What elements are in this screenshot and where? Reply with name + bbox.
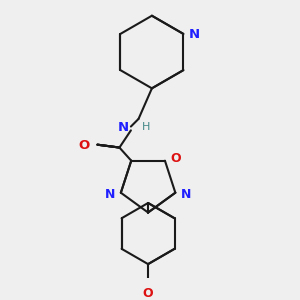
Text: N: N: [189, 28, 200, 41]
Text: H: H: [142, 122, 151, 133]
Text: O: O: [171, 152, 181, 165]
Text: O: O: [143, 287, 153, 300]
Text: N: N: [118, 121, 129, 134]
Text: N: N: [105, 188, 115, 201]
Text: O: O: [79, 139, 90, 152]
Text: N: N: [181, 188, 191, 201]
